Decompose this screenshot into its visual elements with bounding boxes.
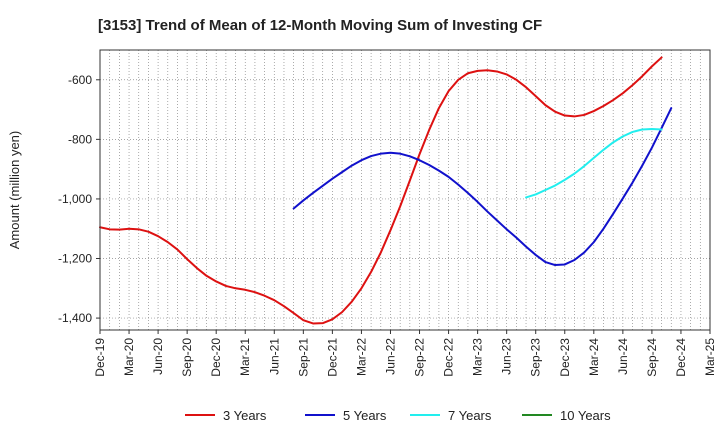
x-tick-label: Mar-20 <box>122 338 136 376</box>
legend: 3 Years 5 Years 7 Years 10 Years <box>185 408 611 423</box>
legend-label: 3 Years <box>223 408 267 423</box>
series-line-7-years <box>525 127 663 199</box>
y-axis: -600 -800 -1,000 -1,200 -1,400 <box>58 73 100 325</box>
x-tick-label: Jun-23 <box>500 338 514 375</box>
y-tick-label: -1,400 <box>58 311 92 325</box>
series-line-5-years <box>292 107 673 267</box>
x-tick-label: Dec-22 <box>442 338 456 377</box>
plot-background <box>100 50 710 330</box>
x-tick-label: Sep-24 <box>645 338 659 377</box>
x-tick-label: Dec-23 <box>558 338 572 377</box>
x-tick-label: Jun-22 <box>383 338 397 375</box>
x-tick-label: Jun-24 <box>616 338 630 375</box>
legend-label: 10 Years <box>560 408 611 423</box>
chart-title: [3153] Trend of Mean of 12-Month Moving … <box>98 17 542 34</box>
x-tick-label: Mar-22 <box>354 338 368 376</box>
x-tick-label: Sep-23 <box>529 338 543 377</box>
y-tick-label: -1,000 <box>58 192 92 206</box>
y-axis-title: Amount (million yen) <box>7 131 22 250</box>
x-axis: Dec-19 Mar-20 Jun-20 Sep-20 Dec-20 Mar-21 Jun-… <box>93 330 717 377</box>
x-tick-label: Dec-21 <box>325 338 339 377</box>
x-tick-label: Jun-20 <box>151 338 165 375</box>
x-tick-label: Mar-25 <box>703 338 717 376</box>
x-tick-label: Sep-21 <box>296 338 310 377</box>
x-tick-label: Jun-21 <box>267 338 281 375</box>
x-tick-label: Sep-22 <box>413 338 427 377</box>
y-tick-label: -800 <box>68 132 92 146</box>
x-tick-label: Dec-20 <box>209 338 223 377</box>
series-lines <box>99 56 673 325</box>
x-tick-label: Mar-24 <box>587 338 601 376</box>
plot-frame <box>99 49 711 331</box>
x-tick-label: Dec-19 <box>93 338 107 377</box>
x-tick-label: Sep-20 <box>180 338 194 377</box>
y-tick-label: -600 <box>68 73 92 87</box>
x-tick-label: Mar-23 <box>471 338 485 376</box>
x-tick-label: Mar-21 <box>238 338 252 376</box>
legend-label: 7 Years <box>448 408 492 423</box>
x-tick-label: Dec-24 <box>674 338 688 377</box>
legend-label: 5 Years <box>343 408 387 423</box>
series-line-3-years <box>99 56 663 325</box>
y-tick-label: -1,200 <box>58 252 92 266</box>
